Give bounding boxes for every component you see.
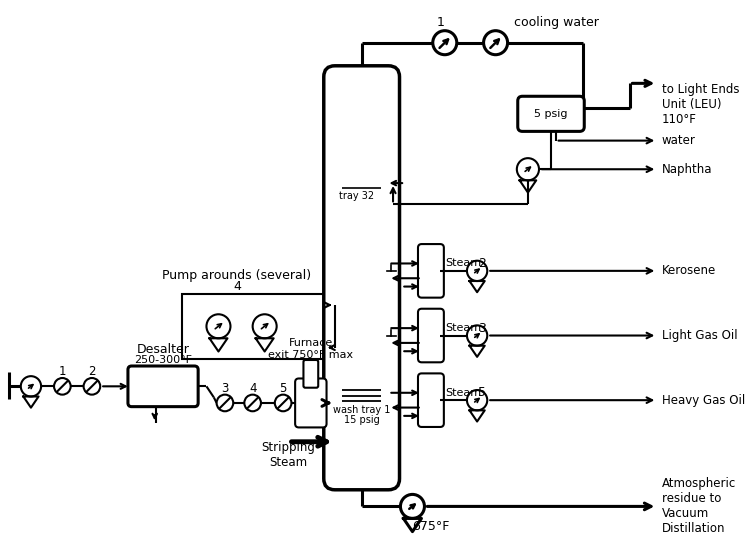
Text: 5 psig: 5 psig [534,109,568,119]
Text: cooling water: cooling water [514,16,599,29]
Text: 5: 5 [280,382,286,395]
Circle shape [253,314,277,338]
Text: 2: 2 [478,257,486,270]
Text: 4: 4 [249,382,256,395]
Text: Stripping
Steam: Stripping Steam [262,441,316,469]
Text: 15 psig: 15 psig [344,415,380,425]
Circle shape [21,376,41,397]
Text: 1: 1 [437,16,445,29]
Text: Steam: Steam [446,388,482,398]
Text: Kerosene: Kerosene [662,264,716,277]
Text: 5: 5 [478,386,486,400]
Circle shape [54,378,70,395]
Circle shape [467,325,488,345]
Circle shape [217,395,233,411]
Text: Furnace
exit 750°F max: Furnace exit 750°F max [268,338,353,360]
FancyBboxPatch shape [128,366,198,407]
Text: Steam: Steam [446,258,482,268]
Text: 1: 1 [58,365,66,378]
Circle shape [484,31,508,55]
Text: wash tray 1: wash tray 1 [333,405,390,415]
Circle shape [467,390,488,410]
Text: 3: 3 [221,382,229,395]
Circle shape [467,261,488,281]
FancyBboxPatch shape [418,373,444,427]
Text: 4: 4 [233,280,241,293]
Text: Atmospheric
residue to
Vacuum
Distillation: Atmospheric residue to Vacuum Distillati… [662,478,736,536]
FancyBboxPatch shape [518,97,584,131]
Circle shape [400,494,424,518]
Text: to Light Ends
Unit (LEU)
110°F: to Light Ends Unit (LEU) 110°F [662,83,740,126]
FancyBboxPatch shape [304,360,318,388]
Circle shape [206,314,230,338]
FancyBboxPatch shape [324,66,400,490]
Circle shape [274,395,292,411]
Text: 2: 2 [88,365,96,378]
Text: 3: 3 [478,321,486,335]
Text: Naphtha: Naphtha [662,163,712,176]
Circle shape [83,378,100,395]
Text: 250-300°F: 250-300°F [134,355,192,365]
Text: Steam: Steam [446,323,482,333]
Text: tray 32: tray 32 [340,191,374,201]
Text: Desalter: Desalter [136,343,190,356]
Circle shape [244,395,261,411]
Text: Light Gas Oil: Light Gas Oil [662,329,737,342]
FancyBboxPatch shape [296,378,326,427]
Circle shape [517,158,539,180]
Circle shape [433,31,457,55]
FancyBboxPatch shape [418,309,444,362]
Text: Pump arounds (several): Pump arounds (several) [163,269,311,282]
Text: Heavy Gas Oil: Heavy Gas Oil [662,394,745,407]
Text: 675°F: 675°F [413,520,449,533]
FancyBboxPatch shape [418,244,444,297]
Text: water: water [662,134,696,147]
